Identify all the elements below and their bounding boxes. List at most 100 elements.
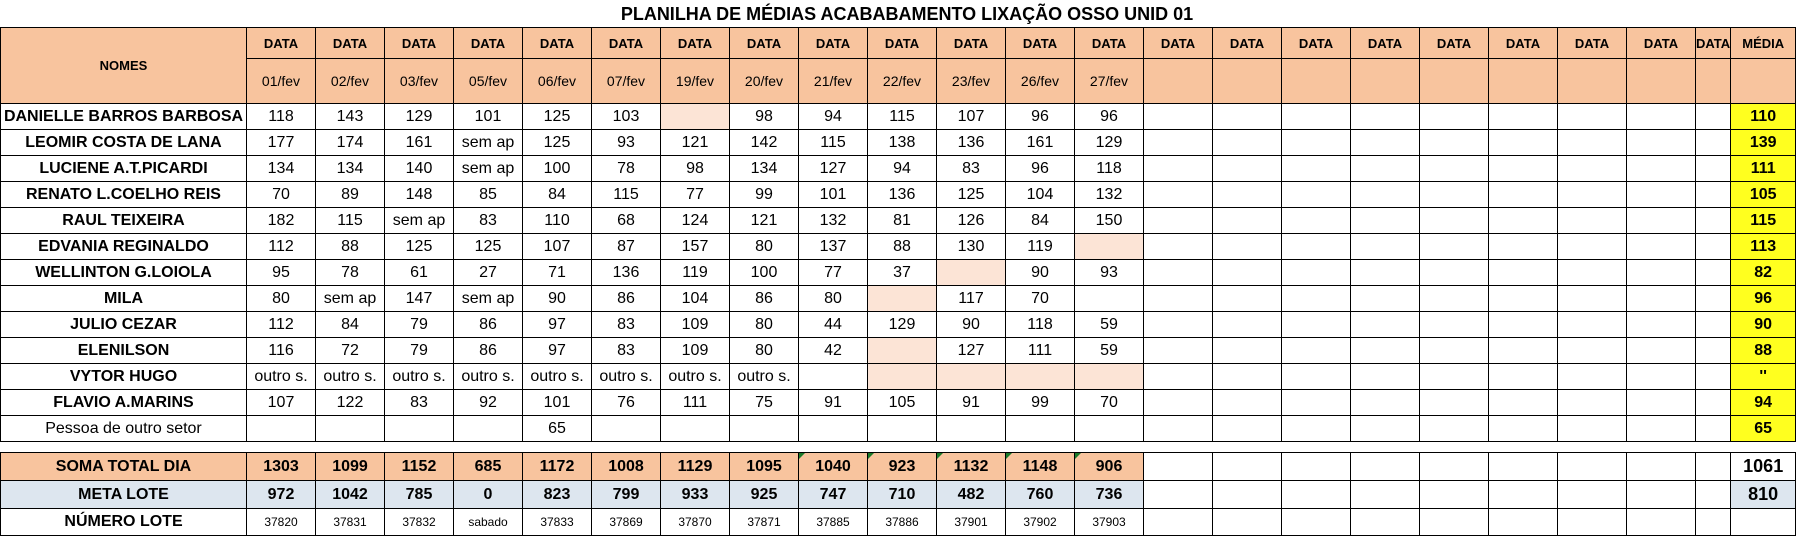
score-cell[interactable]: 88 [315,233,385,260]
score-cell[interactable] [1212,389,1282,416]
score-cell[interactable]: 79 [384,337,454,364]
score-cell[interactable]: 101 [453,103,523,130]
score-cell[interactable] [1281,337,1351,364]
score-cell[interactable]: 90 [1005,259,1075,286]
score-cell[interactable] [315,415,385,442]
score-cell[interactable]: sem ap [384,207,454,234]
score-cell[interactable]: 88 [867,233,937,260]
score-cell[interactable]: 85 [453,181,523,208]
score-cell[interactable] [1143,103,1213,130]
score-cell[interactable]: 91 [798,389,868,416]
score-cell[interactable]: 87 [591,233,661,260]
score-cell[interactable] [1419,415,1489,442]
score-cell[interactable] [1005,363,1075,390]
score-cell[interactable]: outro s. [453,363,523,390]
score-cell[interactable] [1419,337,1489,364]
score-cell[interactable] [1694,129,1732,156]
score-cell[interactable]: 119 [1005,233,1075,260]
score-cell[interactable] [453,415,523,442]
score-cell[interactable] [1281,207,1351,234]
score-cell[interactable] [1488,337,1558,364]
score-cell[interactable]: 110 [522,207,592,234]
score-cell[interactable] [1212,103,1282,130]
score-cell[interactable] [1557,207,1627,234]
score-cell[interactable]: 132 [1074,181,1144,208]
score-cell[interactable]: 77 [660,181,730,208]
score-cell[interactable] [1488,233,1558,260]
score-cell[interactable] [1212,207,1282,234]
score-cell[interactable] [1419,285,1489,312]
score-cell[interactable] [1626,415,1696,442]
score-cell[interactable] [1281,155,1351,182]
score-cell[interactable] [1143,207,1213,234]
score-cell[interactable]: 99 [729,181,799,208]
score-cell[interactable] [1488,181,1558,208]
score-cell[interactable]: 118 [1074,155,1144,182]
score-cell[interactable]: 78 [591,155,661,182]
score-cell[interactable]: 96 [1005,103,1075,130]
score-cell[interactable] [660,103,730,130]
score-cell[interactable] [1281,181,1351,208]
score-cell[interactable] [1557,103,1627,130]
score-cell[interactable] [1143,389,1213,416]
score-cell[interactable]: 112 [246,233,316,260]
score-cell[interactable]: 71 [522,259,592,286]
score-cell[interactable] [1419,311,1489,338]
score-cell[interactable] [1694,207,1732,234]
score-cell[interactable]: 78 [315,259,385,286]
score-cell[interactable] [1074,285,1144,312]
score-cell[interactable] [1488,311,1558,338]
score-cell[interactable]: 129 [1074,129,1144,156]
score-cell[interactable] [1350,233,1420,260]
score-cell[interactable]: 115 [798,129,868,156]
score-cell[interactable]: 80 [729,311,799,338]
score-cell[interactable]: 81 [867,207,937,234]
score-cell[interactable] [1212,259,1282,286]
score-cell[interactable] [1488,103,1558,130]
score-cell[interactable] [1281,363,1351,390]
score-cell[interactable] [1626,259,1696,286]
score-cell[interactable] [867,363,937,390]
score-cell[interactable]: 42 [798,337,868,364]
score-cell[interactable] [1281,259,1351,286]
score-cell[interactable]: 96 [1074,103,1144,130]
score-cell[interactable] [1626,103,1696,130]
score-cell[interactable]: 76 [591,389,661,416]
score-cell[interactable] [1557,285,1627,312]
score-cell[interactable]: 65 [522,415,592,442]
score-cell[interactable]: 83 [591,337,661,364]
score-cell[interactable] [1143,363,1213,390]
score-cell[interactable]: 44 [798,311,868,338]
score-cell[interactable]: 91 [936,389,1006,416]
score-cell[interactable]: outro s. [315,363,385,390]
score-cell[interactable]: 97 [522,337,592,364]
score-cell[interactable] [867,337,937,364]
score-cell[interactable] [1557,415,1627,442]
score-cell[interactable]: 136 [591,259,661,286]
score-cell[interactable] [1626,363,1696,390]
score-cell[interactable]: 59 [1074,337,1144,364]
score-cell[interactable] [1143,181,1213,208]
score-cell[interactable] [1281,103,1351,130]
score-cell[interactable] [729,415,799,442]
score-cell[interactable]: 79 [384,311,454,338]
score-cell[interactable] [1350,155,1420,182]
score-cell[interactable] [1557,155,1627,182]
score-cell[interactable] [1212,363,1282,390]
score-cell[interactable] [1626,233,1696,260]
score-cell[interactable] [1626,337,1696,364]
score-cell[interactable] [1212,233,1282,260]
score-cell[interactable] [1419,233,1489,260]
score-cell[interactable] [1694,259,1732,286]
score-cell[interactable] [1694,103,1732,130]
score-cell[interactable]: 92 [453,389,523,416]
score-cell[interactable] [1626,285,1696,312]
score-cell[interactable] [1488,363,1558,390]
score-cell[interactable]: sem ap [453,155,523,182]
score-cell[interactable] [1212,129,1282,156]
score-cell[interactable] [1557,363,1627,390]
score-cell[interactable]: 118 [246,103,316,130]
score-cell[interactable]: 37 [867,259,937,286]
score-cell[interactable] [1626,389,1696,416]
score-cell[interactable] [1143,259,1213,286]
